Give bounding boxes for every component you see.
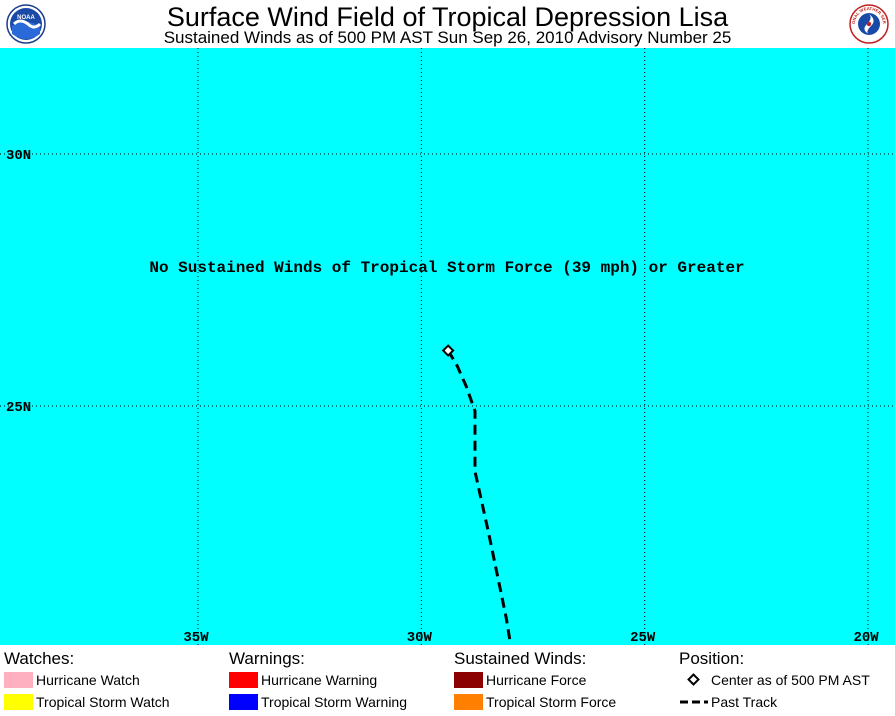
hurricane-warning-swatch: [229, 672, 258, 688]
longitude-label: 25W: [630, 630, 656, 645]
legend-item-tropical-storm-warning: Tropical Storm Warning: [229, 691, 407, 713]
no-winds-message: No Sustained Winds of Tropical Storm For…: [149, 259, 744, 277]
legend-sustained-heading: Sustained Winds:: [454, 649, 587, 668]
legend-watches: Watches: Hurricane Watch Tropical Storm …: [4, 649, 170, 713]
legend-warnings-heading: Warnings:: [229, 649, 305, 668]
legend-item-tropical-storm-force: Tropical Storm Force: [454, 691, 616, 713]
map-legend: Watches: Hurricane Watch Tropical Storm …: [0, 645, 895, 716]
storm-center-marker[interactable]: [441, 344, 455, 357]
svg-text:NOAA: NOAA: [17, 15, 35, 21]
page-title: Surface Wind Field of Tropical Depressio…: [166, 2, 729, 32]
nws-logo: NATIONAL WEATHER SERVICE: [849, 4, 889, 44]
map-canvas: 30N 25N 35W 30W 25W 20W No Sustained Winds of…: [0, 48, 895, 645]
legend-position: Position: Center as of 500 PM AST Past T…: [679, 649, 870, 713]
legend-item-hurricane-warning: Hurricane Warning: [229, 669, 377, 691]
legend-item-hurricane-watch: Hurricane Watch: [4, 669, 140, 691]
noaa-logo: NOAA: [6, 4, 46, 44]
longitude-label: 20W: [853, 630, 879, 645]
hurricane-force-swatch: [454, 672, 483, 688]
legend-item-tropical-storm-watch: Tropical Storm Watch: [4, 691, 170, 713]
tropical-storm-force-swatch: [454, 694, 483, 710]
legend-item-center: Center as of 500 PM AST: [679, 669, 870, 691]
past-track-line: [446, 349, 513, 645]
legend-item-past-track: Past Track: [679, 691, 777, 713]
map-header: NOAA Surface Wind Field of Tropical Depr…: [0, 0, 895, 48]
legend-watches-heading: Watches:: [4, 649, 75, 668]
center-diamond-icon: [687, 673, 700, 686]
legend-item-hurricane-force: Hurricane Force: [454, 669, 586, 691]
hurricane-watch-swatch: [4, 672, 33, 688]
tropical-storm-watch-swatch: [4, 694, 33, 710]
longitude-label: 30W: [407, 630, 433, 645]
legend-warnings: Warnings: Hurricane Warning Tropical Sto…: [229, 649, 407, 713]
legend-position-heading: Position:: [679, 649, 745, 668]
grid-labels: 30N 25N 35W 30W 25W 20W: [6, 148, 879, 645]
wind-field-map: 30N 25N 35W 30W 25W 20W No Sustained Winds of…: [0, 48, 895, 645]
legend-sustained-winds: Sustained Winds: Hurricane Force Tropica…: [454, 649, 616, 713]
page-subtitle: Sustained Winds as of 500 PM AST Sun Sep…: [163, 28, 732, 47]
latitude-label: 30N: [6, 148, 31, 164]
latitude-label: 25N: [6, 400, 31, 416]
past-track-icon: [680, 700, 708, 704]
tropical-storm-warning-swatch: [229, 694, 258, 710]
longitude-label: 35W: [183, 630, 209, 645]
